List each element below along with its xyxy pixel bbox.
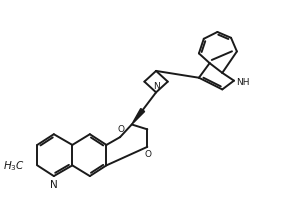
- Text: O: O: [145, 150, 152, 159]
- Text: NH: NH: [236, 78, 249, 87]
- Text: $H_3C$: $H_3C$: [3, 159, 25, 173]
- Text: N: N: [153, 82, 159, 91]
- Text: N: N: [50, 180, 58, 190]
- Text: O: O: [118, 125, 125, 134]
- Polygon shape: [132, 109, 145, 125]
